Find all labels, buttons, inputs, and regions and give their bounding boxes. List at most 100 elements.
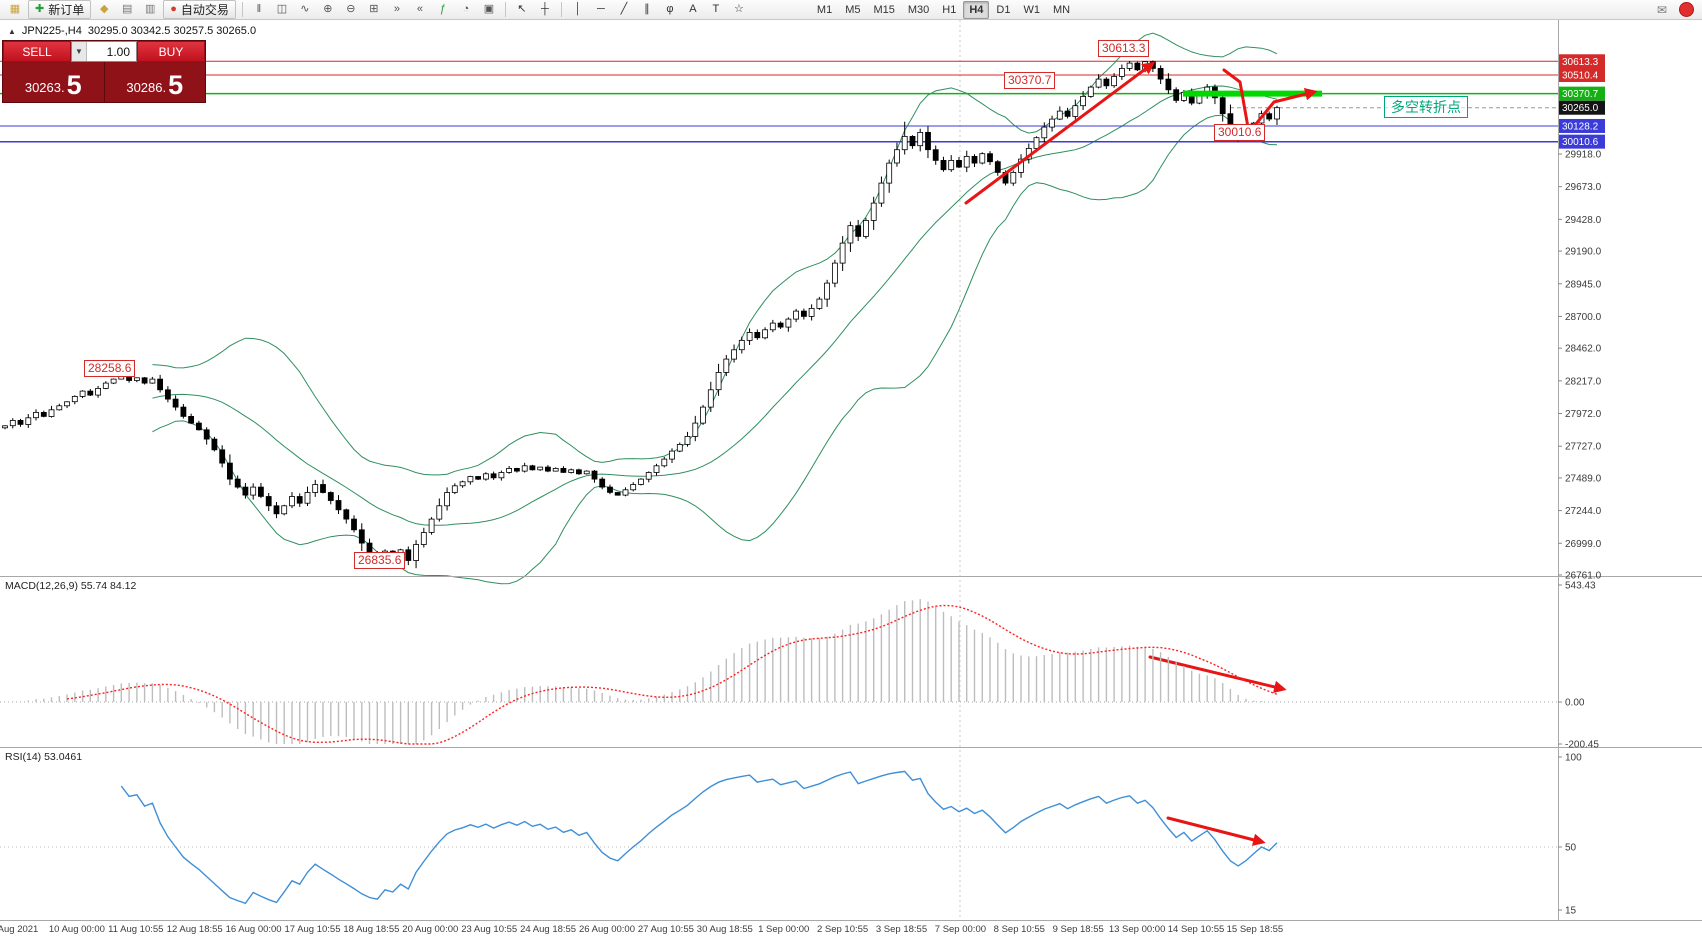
toolbar-right: ✉ <box>1651 0 1694 19</box>
text-icon-glyph: A <box>689 3 697 15</box>
bar-chart-icon[interactable]: ‖ <box>248 0 270 19</box>
svg-text:10 Aug 00:00: 10 Aug 00:00 <box>49 924 105 935</box>
svg-text:100: 100 <box>1565 753 1582 764</box>
cursor-icon-glyph: ↖ <box>517 3 527 15</box>
text-icon[interactable]: A <box>682 0 704 19</box>
uptrend-arrow <box>964 61 1156 205</box>
zoom-in-icon-glyph: ⊕ <box>323 3 333 15</box>
data-window-icon[interactable]: ▥ <box>139 0 161 19</box>
crosshair-icon-glyph: ┼ <box>541 3 549 15</box>
mail-icon[interactable]: ✉ <box>1656 2 1668 17</box>
turning-point-annotation[interactable]: 多空转折点 <box>1384 96 1468 118</box>
svg-text:30265.0: 30265.0 <box>1562 103 1599 114</box>
timeframe-w1[interactable]: W1 <box>1023 3 1040 16</box>
candlestick-chart-icon[interactable]: ◫ <box>271 0 293 19</box>
notification-badge[interactable] <box>1679 2 1694 17</box>
svg-text:29918.0: 29918.0 <box>1565 150 1602 161</box>
svg-text:26999.0: 26999.0 <box>1565 539 1602 550</box>
templates-icon[interactable]: ▣ <box>478 0 500 19</box>
svg-text:30613.3: 30613.3 <box>1562 57 1599 68</box>
bollinger-bands-layer <box>152 32 1278 585</box>
buy-price-main: 30286. <box>126 80 167 95</box>
indicators-icon[interactable]: ƒ <box>432 0 454 19</box>
svg-text:MACD(12,26,9) 55.74 84.12: MACD(12,26,9) 55.74 84.12 <box>5 580 136 592</box>
crosshair-icon[interactable]: ┼ <box>534 0 556 19</box>
timeframe-d1[interactable]: D1 <box>996 3 1011 16</box>
svg-text:29428.0: 29428.0 <box>1565 215 1602 226</box>
svg-text:17 Aug 10:55: 17 Aug 10:55 <box>285 924 341 935</box>
mql5-community-icon[interactable]: ◆ <box>93 0 115 19</box>
periods-icon[interactable]: ◔ <box>455 0 477 19</box>
price-callout-label[interactable]: 26835.6 <box>354 552 406 569</box>
timeframe-h4[interactable]: H4 <box>963 0 990 19</box>
shapes-icon[interactable]: ☆ <box>728 0 750 19</box>
auto-scroll-icon[interactable]: » <box>386 0 408 19</box>
vertical-line-icon-glyph: │ <box>574 3 582 15</box>
svg-text:30510.4: 30510.4 <box>1562 71 1599 82</box>
cursor-icon[interactable]: ↖ <box>511 0 533 19</box>
price-callout-label[interactable]: 30370.7 <box>1004 72 1056 89</box>
market-watch-icon-glyph: ▤ <box>122 3 133 15</box>
rsi-down-arrow <box>1166 816 1266 846</box>
toolbar-separator <box>560 2 562 17</box>
text-label-icon[interactable]: T <box>705 0 727 19</box>
svg-text:26 Aug 00:00: 26 Aug 00:00 <box>579 924 635 935</box>
svg-text:2 Sep 10:55: 2 Sep 10:55 <box>817 924 868 935</box>
svg-text:30 Aug 18:55: 30 Aug 18:55 <box>697 924 753 935</box>
volume-field[interactable]: ▼ 1.00 <box>71 41 137 62</box>
timeframe-h1[interactable]: H1 <box>942 3 957 16</box>
one-click-trading-panel: SELL ▼ 1.00 BUY 30263. 5 30286. 5 <box>2 40 206 103</box>
svg-text:30010.6: 30010.6 <box>1562 137 1599 148</box>
mql5-community-icon-glyph: ◆ <box>100 3 109 15</box>
svg-text:11 Aug 10:55: 11 Aug 10:55 <box>108 924 163 935</box>
auto-scroll-icon-glyph: » <box>393 3 400 15</box>
svg-text:14 Sep 10:55: 14 Sep 10:55 <box>1168 924 1225 935</box>
line-chart-icon[interactable]: ∿ <box>294 0 316 19</box>
horizontal-line-icon[interactable]: ─ <box>590 0 612 19</box>
level-lines-layer <box>0 60 1558 143</box>
svg-text:30370.7: 30370.7 <box>1562 89 1599 100</box>
timeframe-mn[interactable]: MN <box>1052 3 1071 16</box>
trendline-icon[interactable]: ╱ <box>613 0 635 19</box>
timeframe-m1[interactable]: M1 <box>816 3 833 16</box>
svg-text:27244.0: 27244.0 <box>1565 506 1602 517</box>
price-callout-label[interactable]: 30010.6 <box>1214 124 1266 141</box>
candles-layer <box>2 60 1280 569</box>
svg-text:27727.0: 27727.0 <box>1565 442 1602 453</box>
line-chart-icon-glyph: ∿ <box>300 3 310 15</box>
svg-text:20 Aug 00:00: 20 Aug 00:00 <box>402 924 458 935</box>
buy-button[interactable]: BUY <box>137 41 205 62</box>
chart-shift-icon[interactable]: « <box>409 0 431 19</box>
autotrading-button[interactable]: ● 自动交易 <box>163 0 236 19</box>
timeframe-m30[interactable]: M30 <box>907 3 930 16</box>
channel-icon[interactable]: ∥ <box>636 0 658 19</box>
price-callout-label[interactable]: 28258.6 <box>84 360 136 377</box>
symbol-ohlc-header: ▲ JPN225-,H4 30295.0 30342.5 30257.5 302… <box>8 25 256 37</box>
collapse-arrow-icon[interactable]: ▲ <box>8 26 16 36</box>
volume-value: 1.00 <box>106 44 130 59</box>
timeframe-m15[interactable]: M15 <box>873 3 895 16</box>
chart-window-icon[interactable]: ▦ <box>4 0 26 19</box>
timeframe-m5[interactable]: M5 <box>845 3 861 16</box>
zoom-out-icon[interactable]: ⊖ <box>340 0 362 19</box>
price-callout-label[interactable]: 30613.3 <box>1098 40 1150 57</box>
market-watch-icon[interactable]: ▤ <box>116 0 138 19</box>
svg-text:29190.0: 29190.0 <box>1565 247 1602 258</box>
candlestick-chart-icon-glyph: ◫ <box>276 3 288 15</box>
buy-price[interactable]: 30286. 5 <box>105 62 206 102</box>
zoom-in-icon[interactable]: ⊕ <box>317 0 339 19</box>
vertical-line-icon[interactable]: │ <box>567 0 589 19</box>
svg-text:0.00: 0.00 <box>1565 698 1585 709</box>
sell-button-label: SELL <box>22 44 52 59</box>
svg-text:1 Sep 00:00: 1 Sep 00:00 <box>758 924 809 935</box>
volume-dropdown-icon[interactable]: ▼ <box>72 42 87 61</box>
tile-windows-icon[interactable]: ⊞ <box>363 0 385 19</box>
data-window-icon-glyph: ▥ <box>145 3 156 15</box>
new-order-button[interactable]: ✚ 新订单 <box>28 0 92 19</box>
timeframe-group: M1 M5 M15 M30 H1 H4 D1 W1 MN <box>811 0 1076 19</box>
sell-price[interactable]: 30263. 5 <box>3 62 105 102</box>
sell-button[interactable]: SELL <box>3 41 71 62</box>
fibonacci-icon[interactable]: φ <box>659 0 681 19</box>
